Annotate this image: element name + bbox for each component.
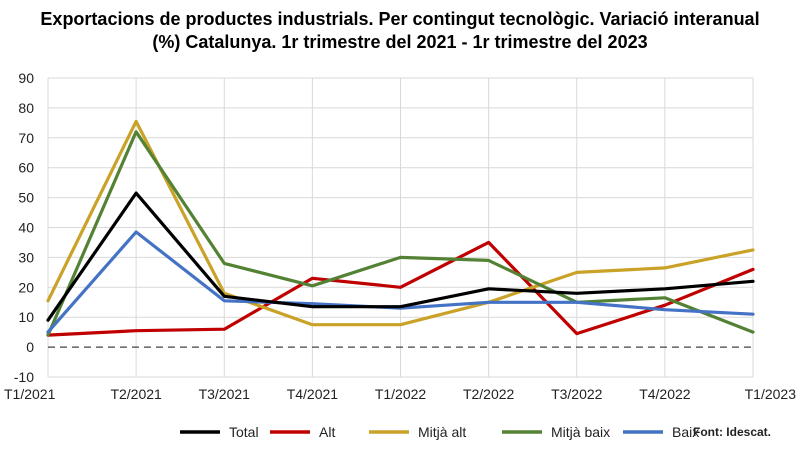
y-tick-label: 50 [18, 190, 34, 206]
x-tick-label: T3/2022 [551, 386, 603, 402]
x-tick-label: T4/2022 [639, 386, 691, 402]
legend-label: Mitjà alt [418, 424, 466, 440]
chart-title: Exportacions de productes industrials. P… [0, 8, 800, 54]
y-tick-label: 30 [18, 249, 34, 265]
y-tick-label: 40 [18, 220, 34, 236]
y-tick-label: 90 [18, 70, 34, 86]
series-line-mitj-alt [46, 119, 755, 327]
series-line-alt [46, 240, 755, 337]
y-tick-label: -10 [14, 369, 34, 385]
legend-label: Alt [319, 424, 335, 440]
x-tick-label: T2/2021 [110, 386, 162, 402]
x-tick-label: T1/2021 [4, 386, 56, 402]
y-tick-label: 10 [18, 309, 34, 325]
chart-title-line-1: Exportacions de productes industrials. P… [40, 9, 760, 29]
series-line-mitj-baix [46, 130, 755, 337]
legend-label: Total [229, 424, 259, 440]
y-tick-label: 0 [26, 339, 34, 355]
legend-label: Mitjà baix [551, 424, 610, 440]
source-note: Font: Idescat. [693, 425, 771, 439]
y-tick-label: 70 [18, 130, 34, 146]
y-tick-label: 20 [18, 279, 34, 295]
y-tick-label: 60 [18, 160, 34, 176]
series-line-total [46, 191, 755, 322]
chart-title-line-2: (%) Catalunya. 1r trimestre del 2021 - 1… [152, 32, 648, 52]
x-tick-label: T3/2021 [199, 386, 251, 402]
legend-label: Baix [672, 424, 699, 440]
x-tick-label: T1/2022 [375, 386, 427, 402]
x-tick-label: T1/2023 [745, 386, 797, 402]
x-tick-label: T2/2022 [463, 386, 515, 402]
y-tick-label: 80 [18, 100, 34, 116]
x-tick-label: T4/2021 [287, 386, 339, 402]
